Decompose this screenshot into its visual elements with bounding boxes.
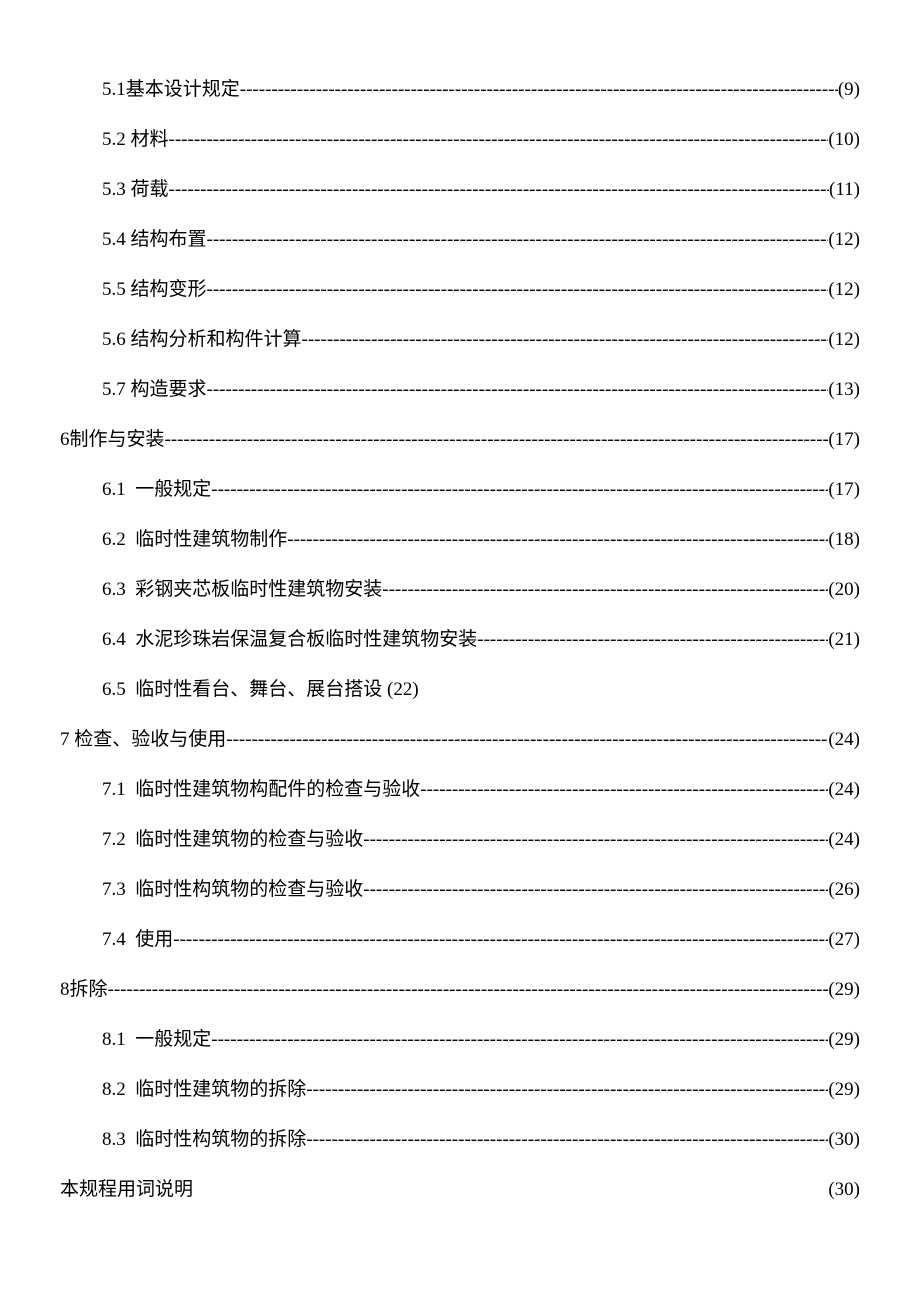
toc-entry: 7.1 临时性建筑物构配件的检查与验收 --------------------… — [60, 780, 860, 799]
toc-page-number: (9) — [838, 80, 860, 99]
toc-label: 5.6 结构分析和构件计算 — [102, 330, 302, 349]
toc-leader-dashes: ----------------------------------------… — [165, 430, 829, 449]
toc-entry: 6.5 临时性看台、舞台、展台搭设 (22) — [60, 680, 860, 699]
toc-leader-dashes: ----------------------------------------… — [302, 330, 829, 349]
toc-label: 6.4 水泥珍珠岩保温复合板临时性建筑物安装 — [102, 630, 477, 649]
toc-page-number: (18) — [828, 530, 860, 549]
toc-label: 6.1 一般规定 — [102, 480, 211, 499]
toc-page-number: (29) — [828, 1080, 860, 1099]
toc-label: 5.4 结构布置 — [102, 230, 207, 249]
toc-label: 5.3 荷载 — [102, 180, 169, 199]
toc-page-number: (10) — [828, 130, 860, 149]
toc-entry: 8.3 临时性构筑物的拆除 --------------------------… — [60, 1130, 860, 1149]
toc-page-number: (20) — [828, 580, 860, 599]
toc-page-number: (11) — [829, 180, 860, 199]
toc-label: 6.3 彩钢夹芯板临时性建筑物安装 — [102, 580, 382, 599]
toc-label: 7.2 临时性建筑物的检查与验收 — [102, 830, 363, 849]
toc-entry: 5.3 荷载 ---------------------------------… — [60, 180, 860, 199]
toc-entry: 5.4 结构布置 -------------------------------… — [60, 230, 860, 249]
toc-label: 5.5 结构变形 — [102, 280, 207, 299]
toc-label: 7.4 使用 — [102, 930, 173, 949]
toc-leader-dashes: ----------------------------------------… — [363, 880, 828, 899]
toc-entry: 8拆除-------------------------------------… — [60, 980, 860, 999]
toc-label: 5.1基本设计规定 — [102, 80, 240, 99]
toc-label: 8拆除 — [60, 980, 108, 999]
toc-page-number: (24) — [828, 780, 860, 799]
toc-leader-dashes: ----------------------------------------… — [363, 830, 828, 849]
toc-leader-dashes: ----------------------------------------… — [306, 1080, 828, 1099]
toc-page-number: (30) — [828, 1180, 860, 1199]
toc-page-number: (12) — [828, 230, 860, 249]
toc-label: 7.3 临时性构筑物的检查与验收 — [102, 880, 363, 899]
toc-entry: 7.3 临时性构筑物的检查与验收 -----------------------… — [60, 880, 860, 899]
toc-entry: 7.2 临时性建筑物的检查与验收 -----------------------… — [60, 830, 860, 849]
toc-page-number: (26) — [828, 880, 860, 899]
toc-leader-dashes: ----------------------------------------… — [420, 780, 828, 799]
toc-page-number: (27) — [828, 930, 860, 949]
toc-entry: 5.7 构造要求 -------------------------------… — [60, 380, 860, 399]
toc-label: 本规程用词说明 — [60, 1180, 193, 1199]
toc-leader-dashes: ----------------------------------------… — [169, 130, 829, 149]
toc-entry: 5.2 材料 ---------------------------------… — [60, 130, 860, 149]
toc-label: 5.7 构造要求 — [102, 380, 207, 399]
toc-label: 7 检查、验收与使用 — [60, 730, 226, 749]
table-of-contents: 5.1基本设计规定-------------------------------… — [60, 80, 860, 1199]
toc-entry: 本规程用词说明 (30) — [60, 1180, 860, 1199]
toc-entry: 6.3 彩钢夹芯板临时性建筑物安装 ----------------------… — [60, 580, 860, 599]
toc-entry: 8.2 临时性建筑物的拆除 --------------------------… — [60, 1080, 860, 1099]
toc-leader-dashes: ----------------------------------------… — [240, 80, 838, 99]
toc-leader-dashes: ----------------------------------------… — [477, 630, 828, 649]
toc-leader-dashes: ----------------------------------------… — [207, 230, 829, 249]
toc-leader-dashes: ----------------------------------------… — [211, 480, 828, 499]
toc-label: 6制作与安装 — [60, 430, 165, 449]
toc-entry: 5.1基本设计规定-------------------------------… — [60, 80, 860, 99]
toc-page-number: (29) — [828, 1030, 860, 1049]
toc-label: 5.2 材料 — [102, 130, 169, 149]
toc-page-number: (29) — [828, 980, 860, 999]
toc-entry: 7.4 使用 ---------------------------------… — [60, 930, 860, 949]
toc-entry: 6制作与安装----------------------------------… — [60, 430, 860, 449]
toc-label: 8.2 临时性建筑物的拆除 — [102, 1080, 306, 1099]
toc-label: 6.5 临时性看台、舞台、展台搭设 (22) — [102, 680, 419, 699]
toc-page-number: (13) — [828, 380, 860, 399]
toc-label: 6.2 临时性建筑物制作 — [102, 530, 287, 549]
toc-leader-dashes: ----------------------------------------… — [382, 580, 828, 599]
toc-entry: 6.2 临时性建筑物制作 ---------------------------… — [60, 530, 860, 549]
toc-leader-dashes: ----------------------------------------… — [306, 1130, 828, 1149]
toc-page-number: (12) — [828, 280, 860, 299]
toc-leader-dashes: ----------------------------------------… — [287, 530, 828, 549]
toc-page-number: (17) — [828, 430, 860, 449]
toc-label: 8.1 一般规定 — [102, 1030, 211, 1049]
toc-page-number: (24) — [828, 730, 860, 749]
toc-page-number: (12) — [828, 330, 860, 349]
toc-entry: 6.4 水泥珍珠岩保温复合板临时性建筑物安装 -----------------… — [60, 630, 860, 649]
toc-label: 8.3 临时性构筑物的拆除 — [102, 1130, 306, 1149]
toc-entry: 7 检查、验收与使用 -----------------------------… — [60, 730, 860, 749]
toc-entry: 8.1 一般规定 -------------------------------… — [60, 1030, 860, 1049]
toc-entry: 5.5 结构变形 -------------------------------… — [60, 280, 860, 299]
toc-leader-dashes: ----------------------------------------… — [169, 180, 830, 199]
toc-entry: 6.1 一般规定 -------------------------------… — [60, 480, 860, 499]
toc-page-number: (21) — [828, 630, 860, 649]
toc-leader-dashes: ----------------------------------------… — [207, 380, 829, 399]
toc-leader-dashes: ----------------------------------------… — [211, 1030, 828, 1049]
toc-leader-dashes: ----------------------------------------… — [226, 730, 828, 749]
toc-leader-dashes: ----------------------------------------… — [108, 980, 829, 999]
toc-page-number: (30) — [828, 1130, 860, 1149]
toc-label: 7.1 临时性建筑物构配件的检查与验收 — [102, 780, 420, 799]
toc-leader-dashes: ----------------------------------------… — [207, 280, 829, 299]
toc-page-number: (17) — [828, 480, 860, 499]
toc-page-number: (24) — [828, 830, 860, 849]
toc-entry: 5.6 结构分析和构件计算 --------------------------… — [60, 330, 860, 349]
toc-leader-dashes: ----------------------------------------… — [173, 930, 828, 949]
